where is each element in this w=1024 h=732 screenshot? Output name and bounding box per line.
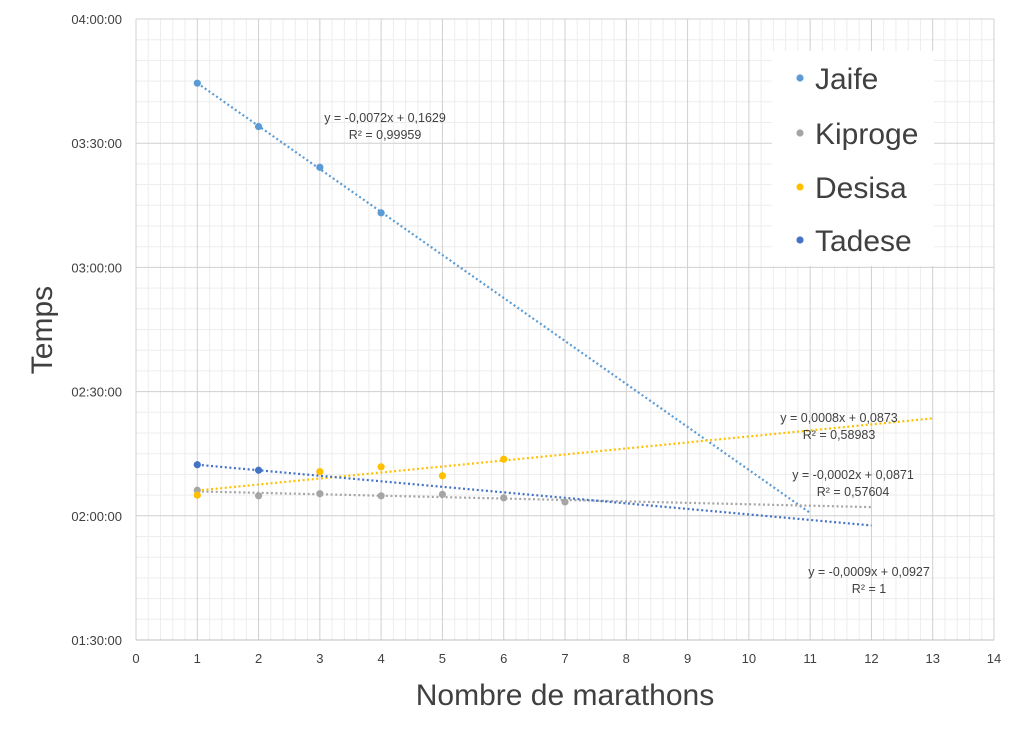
- y-tick-label: 03:00:00: [71, 260, 122, 275]
- x-tick-label: 3: [316, 651, 323, 666]
- data-point: [193, 461, 201, 469]
- legend-marker: [796, 129, 804, 137]
- data-point: [316, 490, 324, 498]
- legend-box: [772, 51, 934, 266]
- trendline: [197, 490, 872, 509]
- legend-label: Tadese: [815, 225, 912, 258]
- x-tick-label: 1: [194, 651, 201, 666]
- trendline-r2: R² = 1: [852, 582, 886, 596]
- trendline-equation: y = -0,0009x + 0,0927: [808, 565, 930, 579]
- x-tick-label: 13: [925, 651, 939, 666]
- x-tick-label: 4: [378, 651, 385, 666]
- x-tick-label: 10: [742, 651, 756, 666]
- legend-label: Desisa: [815, 172, 907, 205]
- y-tick-label: 04:00:00: [71, 12, 122, 27]
- legend-marker: [796, 236, 804, 244]
- x-tick-label: 14: [987, 651, 1001, 666]
- x-tick-label: 11: [803, 651, 817, 666]
- trendline-r2: R² = 0,58983: [803, 428, 876, 442]
- x-tick-label: 6: [500, 651, 507, 666]
- x-axis-title: Nombre de marathons: [416, 679, 714, 712]
- y-tick-label: 02:00:00: [71, 509, 122, 524]
- trendline-equation: y = 0,0008x + 0,0873: [780, 411, 898, 425]
- legend-marker: [796, 183, 804, 191]
- data-point: [254, 466, 263, 474]
- trendline: [196, 82, 811, 514]
- x-tick-label: 2: [255, 651, 262, 666]
- data-point: [316, 468, 324, 476]
- y-tick-label: 02:30:00: [71, 385, 122, 400]
- data-point: [561, 498, 569, 506]
- data-point: [438, 490, 447, 499]
- data-point: [500, 494, 508, 502]
- data-point: [316, 163, 324, 171]
- data-point: [438, 472, 447, 480]
- trendline-equation: y = -0,0002x + 0,0871: [792, 468, 914, 482]
- trendline-r2: R² = 0,99959: [349, 128, 422, 142]
- x-tick-label: 12: [864, 651, 878, 666]
- data-point: [500, 455, 508, 463]
- trendline: [197, 417, 933, 492]
- data-point: [377, 492, 385, 500]
- legend-marker: [796, 74, 804, 82]
- trendline-r2: R² = 0,57604: [817, 485, 890, 499]
- trendline-equation: y = -0,0072x + 0,1629: [324, 111, 446, 125]
- data-point: [193, 491, 201, 499]
- data-point: [377, 209, 385, 217]
- x-tick-label: 7: [561, 651, 568, 666]
- data-point: [254, 492, 263, 500]
- x-tick-label: 0: [132, 651, 139, 666]
- x-tick-label: 5: [439, 651, 446, 666]
- x-tick-label: 8: [623, 651, 630, 666]
- data-point: [193, 79, 201, 87]
- y-tick-label: 03:30:00: [71, 136, 122, 151]
- data-point: [254, 123, 263, 131]
- y-axis-title: Temps: [26, 286, 59, 374]
- x-tick-label: 9: [684, 651, 691, 666]
- y-tick-label: 01:30:00: [71, 633, 122, 648]
- legend-label: Jaife: [815, 63, 878, 96]
- legend-label: Kiproge: [815, 118, 918, 151]
- data-point: [377, 463, 385, 471]
